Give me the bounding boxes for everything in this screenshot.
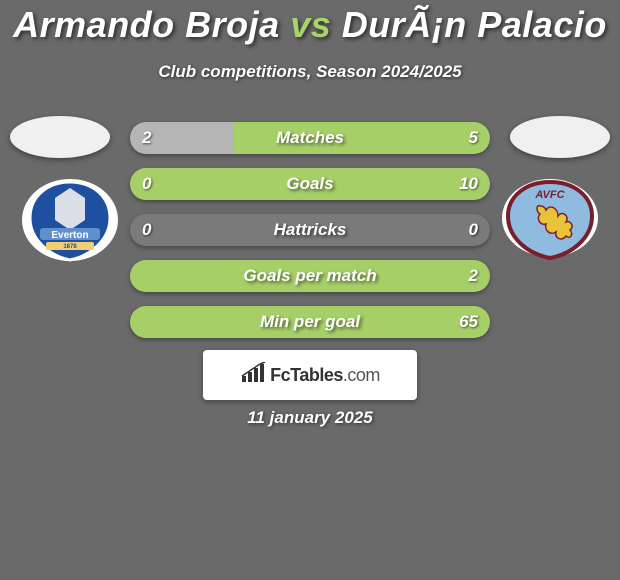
svg-text:AVFC: AVFC [534, 189, 565, 201]
stat-value-left: 0 [142, 168, 151, 200]
stat-value-right: 2 [469, 260, 478, 292]
brand-chart-icon [240, 362, 266, 389]
player1-photo [10, 116, 110, 158]
stat-value-right: 10 [459, 168, 478, 200]
stat-row: 25Matches [130, 122, 490, 154]
stat-value-right: 0 [469, 214, 478, 246]
title: Armando Broja vs DurÃ¡n Palacio [0, 4, 620, 46]
stat-value-left: 0 [142, 214, 151, 246]
stat-row: 2Goals per match [130, 260, 490, 292]
stat-fill-right [130, 168, 490, 200]
stat-row: 65Min per goal [130, 306, 490, 338]
stat-value-left: 2 [142, 122, 151, 154]
stat-value-right: 5 [469, 122, 478, 154]
date-text: 11 january 2025 [0, 408, 620, 428]
player2-name: DurÃ¡n Palacio [342, 4, 607, 45]
svg-text:Everton: Everton [51, 230, 88, 241]
club-left-crest: Everton 1878 [20, 178, 120, 263]
stats-rows: 25Matches010Goals00Hattricks2Goals per m… [130, 122, 490, 338]
infographic-container: Armando Broja vs DurÃ¡n Palacio Club com… [0, 0, 620, 580]
stat-value-right: 65 [459, 306, 478, 338]
stat-fill-right [130, 260, 490, 292]
brand-text: FcTables.com [270, 365, 380, 386]
stat-row: 010Goals [130, 168, 490, 200]
stat-label: Hattricks [130, 214, 490, 246]
player1-name: Armando Broja [13, 4, 280, 45]
subtitle: Club competitions, Season 2024/2025 [0, 62, 620, 82]
stat-fill-right [130, 306, 490, 338]
player2-photo [510, 116, 610, 158]
stat-row: 0 0Hattricks [130, 214, 490, 246]
brand-suffix: .com [343, 365, 380, 385]
brand-prefix: Fc [270, 365, 290, 385]
club-right-crest: AVFC [500, 178, 600, 263]
brand-main: Tables [290, 365, 343, 385]
brand-box: FcTables.com [203, 350, 417, 400]
stat-fill-right [234, 122, 490, 154]
vs-text: vs [290, 4, 331, 45]
svg-text:1878: 1878 [63, 244, 77, 250]
